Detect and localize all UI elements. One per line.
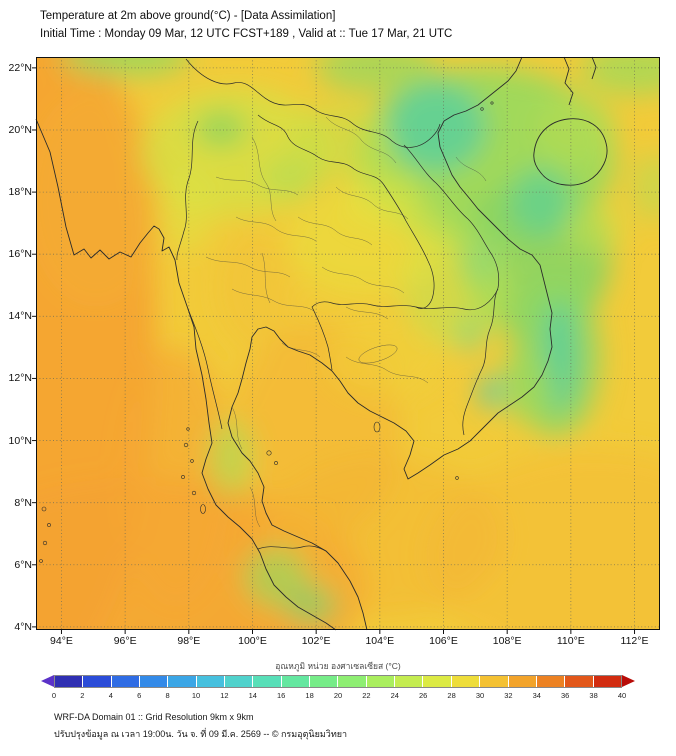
lat-tick-label: 22°N	[8, 61, 32, 74]
colorbar-tick-label: 36	[561, 691, 570, 700]
colorbar-tick-label: 30	[475, 691, 485, 700]
lon-tick-label: 108°E	[492, 635, 522, 647]
map-plot	[32, 56, 660, 634]
colorbar-segment	[451, 676, 481, 687]
colorbar-tick-label: 14	[248, 691, 257, 700]
hainan-island-coast	[533, 118, 608, 186]
colorbar-tick-label: 16	[277, 691, 286, 700]
colorbar-segment	[111, 676, 141, 687]
colorbar-segment	[225, 676, 254, 687]
leizhou-coast	[563, 56, 597, 106]
colorbar-segment	[168, 676, 197, 687]
lon-tick-label: 94°E	[50, 635, 73, 647]
colorbar-segment	[593, 676, 621, 687]
colorbar-tick-label: 2	[80, 691, 85, 700]
colorbar-segment	[536, 676, 566, 687]
samui-island	[266, 450, 272, 456]
colorbar-segment	[508, 676, 537, 687]
footer-update-info: ปรับปรุงข้อมูล ณ เวลา 19:00น. วัน จ. ที่…	[54, 728, 348, 739]
lat-tick-label: 12°N	[8, 372, 32, 385]
axis-ticks	[32, 67, 636, 634]
grid-lines	[36, 57, 660, 630]
lon-tick-label: 102°E	[301, 635, 331, 647]
lat-tick-label: 16°N	[8, 248, 32, 261]
lon-tick-label: 112°E	[620, 635, 649, 647]
colorbar-segment	[83, 676, 112, 687]
colorbar-tick-label: 20	[333, 691, 343, 700]
country-borders	[176, 58, 500, 552]
colorbar-right-arrow	[622, 675, 635, 687]
colorbar-segment	[140, 676, 169, 687]
islands	[39, 101, 494, 563]
colorbar-tick-label: 18	[305, 691, 314, 700]
colorbar-segment	[423, 676, 452, 687]
colorbar-tick-label: 40	[617, 691, 627, 700]
temperature-map-svg	[32, 56, 660, 634]
lon-tick-label: 104°E	[365, 635, 395, 647]
colorbar-tick-label: 38	[589, 691, 598, 700]
lon-tick-label: 100°E	[238, 635, 267, 647]
lat-tick-label: 20°N	[8, 123, 32, 136]
lat-tick-label: 8°N	[14, 496, 32, 509]
tonle-sap-lake	[358, 344, 398, 364]
colorbar-segment	[253, 676, 282, 687]
footer-domain-info: WRF-DA Domain 01 :: Grid Resolution 9km …	[54, 712, 254, 722]
lat-tick-label: 10°N	[8, 434, 32, 447]
page-title: Temperature at 2m above ground(°C) - [Da…	[40, 10, 336, 22]
page-subtitle: Initial Time : Monday 09 Mar, 12 UTC FCS…	[40, 28, 453, 41]
lon-tick-label: 98°E	[177, 635, 201, 647]
colorbar-segment	[310, 676, 339, 687]
colorbar-segment	[565, 676, 594, 687]
colorbar-tick-label: 26	[419, 691, 428, 700]
field-blobs	[36, 57, 660, 630]
colorbar-segment	[55, 676, 84, 687]
coastlines	[35, 56, 608, 631]
colorbar-tick-label: 28	[447, 691, 456, 700]
lon-tick-label: 96°E	[113, 635, 137, 647]
colorbar-tick-label: 12	[220, 691, 229, 700]
colorbar-tick-label: 22	[362, 691, 371, 700]
colorbar-segment	[196, 676, 226, 687]
plot-frame	[36, 57, 660, 630]
lat-tick-label: 18°N	[8, 186, 32, 199]
temperature-field	[36, 57, 660, 630]
lon-tick-label: 106°E	[429, 635, 458, 647]
colorbar	[41, 675, 635, 688]
footer: WRF-DA Domain 01 :: Grid Resolution 9km …	[54, 709, 347, 742]
lat-tick-label: 4°N	[14, 620, 32, 633]
colorbar-tick-label: 6	[137, 691, 142, 700]
colorbar-tick-label: 24	[390, 691, 399, 700]
colorbar-segment	[366, 676, 396, 687]
lat-tick-label: 6°N	[14, 558, 32, 571]
colorbar-tick-labels: 0 2 4 6 8 10 12 14 16 18 20 22 24 26 28 30 32 34 36 38 40	[51, 691, 626, 701]
colorbar-tick-label: 32	[504, 691, 513, 700]
colorbar-left-arrow	[41, 675, 54, 687]
colorbar-tick-label: 8	[165, 691, 170, 700]
colorbar-tick-label: 10	[191, 691, 201, 700]
phuket-island	[200, 504, 206, 514]
colorbar-tick-label: 34	[532, 691, 541, 700]
lat-tick-label: 14°N	[8, 310, 32, 323]
colorbar-segment	[395, 676, 424, 687]
colorbar-segment	[281, 676, 311, 687]
header: Temperature at 2m above ground(°C) - [Da…	[40, 7, 452, 44]
colorbar-gradient	[54, 675, 622, 688]
colorbar-title: อุณหภูมิ หน่วย องศาเซลเซียส (°C)	[275, 661, 401, 671]
phu-quoc-island	[373, 421, 381, 433]
colorbar-segment	[338, 676, 367, 687]
colorbar-segment	[480, 676, 509, 687]
colorbar-tick-label: 0	[51, 691, 57, 700]
province-borders	[205, 116, 487, 528]
colorbar-tick-label: 4	[108, 691, 113, 700]
lon-tick-label: 110°E	[556, 635, 585, 647]
